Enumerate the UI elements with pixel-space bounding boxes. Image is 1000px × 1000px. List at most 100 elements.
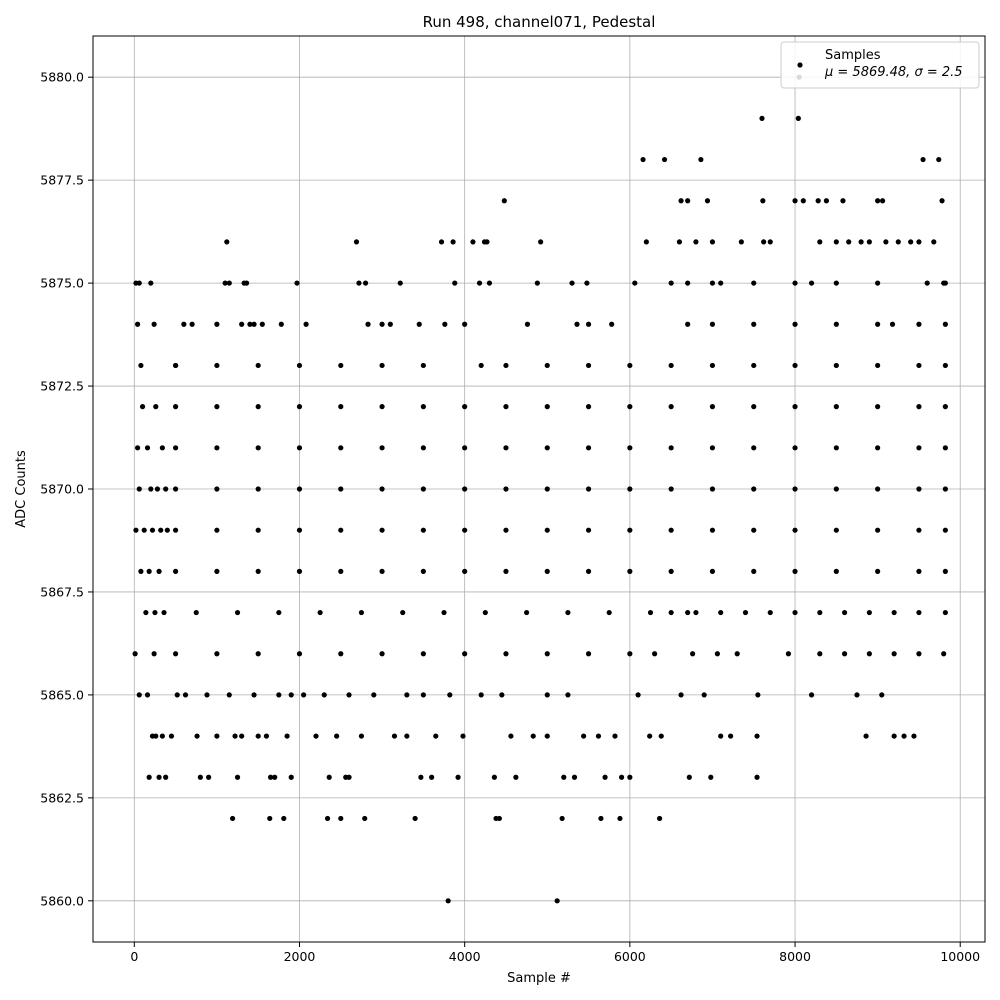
data-point xyxy=(321,692,327,698)
data-point xyxy=(141,527,147,533)
data-point xyxy=(499,692,505,698)
data-point xyxy=(214,445,220,451)
y-tick-label: 5865.0 xyxy=(40,687,84,702)
data-point xyxy=(595,733,602,739)
data-point xyxy=(585,651,592,657)
data-point xyxy=(263,733,270,739)
data-point xyxy=(751,527,757,533)
data-point xyxy=(863,733,869,739)
data-point xyxy=(767,239,773,245)
data-point xyxy=(149,527,156,533)
data-point xyxy=(709,321,716,327)
data-point xyxy=(792,527,798,533)
data-point xyxy=(503,445,509,451)
data-point xyxy=(172,568,179,574)
data-point xyxy=(759,115,765,121)
x-tick-label: 8000 xyxy=(779,949,811,964)
data-point xyxy=(288,692,294,698)
data-point xyxy=(234,609,241,616)
data-point xyxy=(163,774,169,780)
data-point xyxy=(491,774,497,780)
legend-box xyxy=(780,41,980,89)
data-point xyxy=(668,404,674,410)
data-point xyxy=(508,733,514,739)
data-point xyxy=(358,733,365,739)
data-point xyxy=(276,692,282,698)
data-point xyxy=(303,321,309,327)
data-point xyxy=(875,486,881,492)
data-point xyxy=(942,609,948,616)
data-point xyxy=(146,568,152,574)
data-point xyxy=(470,239,476,245)
data-points xyxy=(132,74,948,904)
data-point xyxy=(916,609,922,616)
data-point xyxy=(151,651,157,657)
data-point xyxy=(404,733,410,739)
data-point xyxy=(742,609,749,616)
data-point xyxy=(478,692,484,698)
data-point xyxy=(462,486,468,492)
data-point xyxy=(751,362,757,369)
data-point xyxy=(288,774,294,780)
data-point xyxy=(792,404,798,410)
data-point xyxy=(379,445,385,451)
data-point xyxy=(544,486,550,492)
data-point xyxy=(153,733,159,739)
data-point xyxy=(668,568,674,574)
data-point xyxy=(412,815,418,822)
data-point xyxy=(296,651,303,657)
data-point xyxy=(296,486,303,492)
y-tick-label: 5875.0 xyxy=(40,276,84,291)
data-point xyxy=(400,609,406,616)
data-point xyxy=(598,815,604,822)
data-point xyxy=(618,774,625,780)
data-point xyxy=(911,733,917,739)
data-point xyxy=(668,445,674,451)
data-point xyxy=(792,362,798,369)
data-point xyxy=(714,651,721,657)
data-point xyxy=(144,445,151,451)
data-point xyxy=(609,321,615,327)
data-point xyxy=(647,733,653,739)
y-tick-label: 5860.0 xyxy=(40,893,84,908)
data-point xyxy=(823,198,830,204)
data-point xyxy=(146,774,152,780)
data-point xyxy=(135,321,141,327)
data-point xyxy=(792,568,798,574)
data-point xyxy=(916,568,922,574)
data-point xyxy=(585,527,592,533)
data-point xyxy=(379,486,385,492)
data-point xyxy=(875,362,881,369)
data-point xyxy=(544,362,550,369)
data-point xyxy=(602,774,608,780)
data-point xyxy=(632,280,638,286)
data-point xyxy=(701,692,707,698)
data-point xyxy=(404,692,410,698)
data-point xyxy=(164,527,170,533)
data-point xyxy=(698,156,704,163)
data-point xyxy=(538,239,544,245)
data-point xyxy=(924,280,930,286)
data-point xyxy=(301,692,307,698)
data-point xyxy=(627,486,633,492)
data-point xyxy=(379,527,385,533)
data-point xyxy=(346,692,352,698)
data-point xyxy=(833,362,839,369)
data-point xyxy=(846,239,852,245)
data-point xyxy=(561,774,567,780)
data-point xyxy=(284,733,290,739)
data-point xyxy=(172,404,179,410)
data-point xyxy=(875,404,881,410)
data-point xyxy=(931,239,937,245)
data-point xyxy=(534,280,540,286)
data-point xyxy=(139,404,146,410)
data-point xyxy=(709,362,716,369)
data-point xyxy=(476,280,483,286)
data-point xyxy=(194,733,200,739)
data-point xyxy=(362,280,369,286)
data-point xyxy=(685,609,691,616)
data-point xyxy=(942,404,948,410)
data-point xyxy=(420,568,426,574)
data-point xyxy=(875,198,881,204)
